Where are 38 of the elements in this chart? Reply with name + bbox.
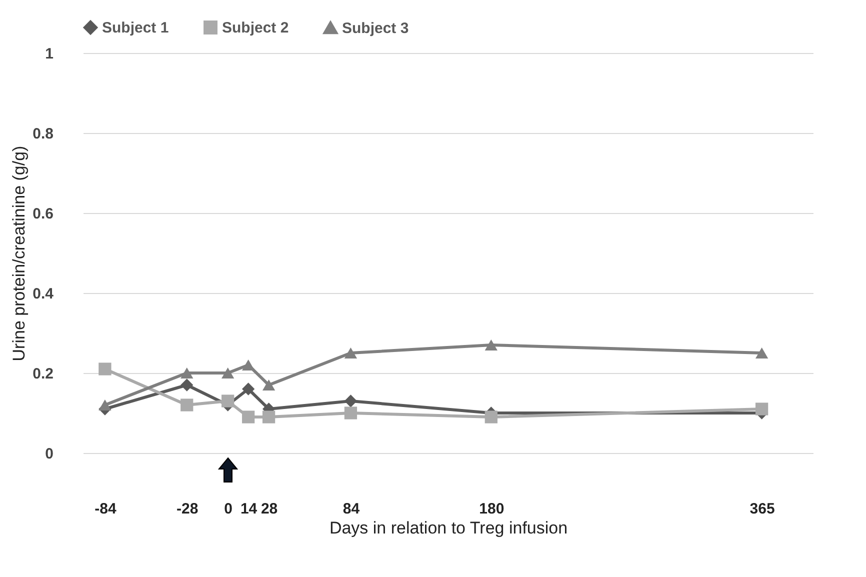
x-tick-label: 28 [260, 500, 278, 518]
x-tick-label: 180 [479, 500, 504, 518]
legend-label: Subject 2 [222, 20, 289, 37]
x-tick-label: 84 [342, 500, 360, 518]
point [755, 402, 768, 416]
point [484, 340, 498, 350]
point [242, 382, 255, 396]
point [180, 368, 194, 378]
x-tick-label: 365 [750, 500, 775, 518]
point [262, 380, 276, 390]
point [242, 360, 255, 370]
x-axis-title: Days in relation to Treg infusion [329, 518, 568, 538]
x-tick-label: 0 [224, 500, 232, 518]
y-tick-label: 0.8 [32, 126, 54, 142]
x-tick-label: -28 [176, 500, 198, 518]
point [98, 400, 112, 410]
point [262, 410, 276, 424]
y-tick-label: 0.4 [32, 286, 54, 302]
legend-label: Subject 1 [102, 20, 169, 37]
point [222, 394, 234, 408]
y-tick-label: 0.2 [32, 366, 54, 382]
y-tick-label: 1 [45, 46, 54, 62]
point [755, 348, 768, 358]
point [242, 410, 255, 424]
x-tick-label: -84 [94, 500, 117, 518]
point [484, 410, 498, 424]
x-tick-label: 14 [240, 500, 258, 518]
point [344, 406, 358, 420]
point [344, 394, 358, 408]
y-axis-title: Urine protein/creatinine (g/g) [10, 146, 29, 362]
y-tick-label: 0.6 [32, 206, 54, 222]
point [222, 368, 234, 378]
point [98, 362, 112, 376]
point [180, 398, 194, 412]
y-tick-label: 0 [45, 446, 54, 462]
legend-label: Subject 3 [342, 20, 409, 37]
point [344, 348, 358, 358]
point [180, 378, 194, 392]
